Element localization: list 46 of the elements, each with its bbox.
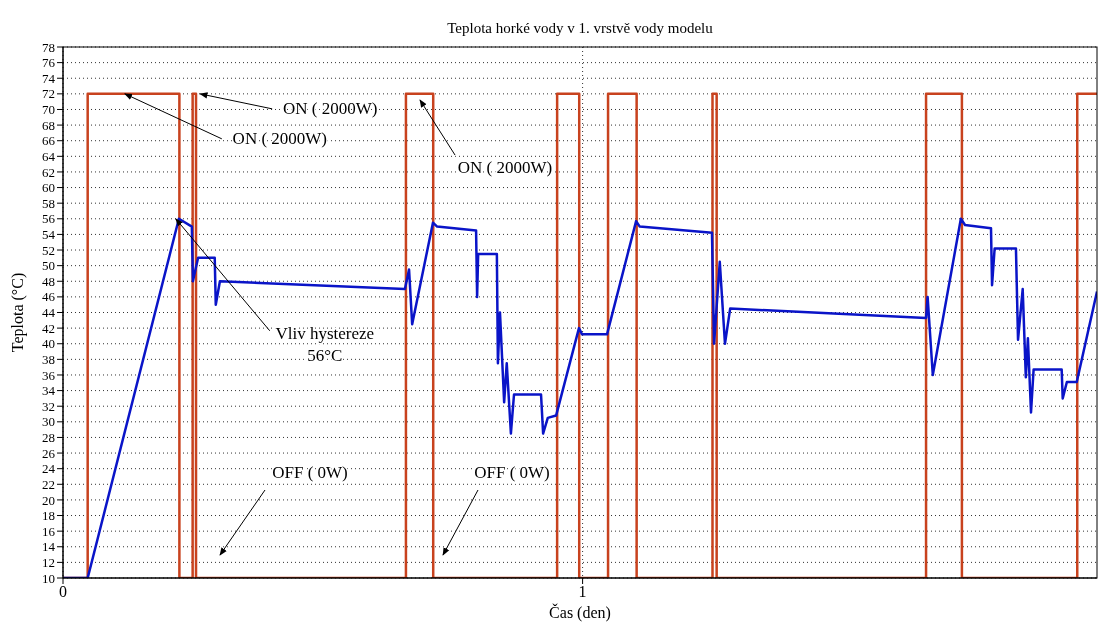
y-tick-label: 64 [42,148,56,164]
y-tick-label: 18 [42,508,55,524]
y-tick-label: 50 [42,258,55,274]
y-axis-title: Teplota (°C) [8,272,27,353]
y-tick-label: 74 [42,70,56,86]
annotation: OFF ( 0W) [474,463,550,482]
y-tick-label: 28 [42,430,55,446]
annotation: ON ( 2000W) [282,98,378,118]
y-tick-label: 32 [42,398,55,414]
y-tick-label: 46 [42,289,56,305]
y-tick-label: 30 [42,414,55,430]
y-tick-label: 78 [42,39,55,55]
y-tick-label: 66 [42,133,56,149]
y-tick-label: 42 [42,320,55,336]
y-tick-label: 20 [42,492,55,508]
annotation: Vliv hystereze 56°C [275,323,375,365]
y-tick-label: 44 [42,305,56,321]
y-tick-label: 52 [42,242,55,258]
x-tick-label: 0 [59,583,67,601]
y-tick-label: 40 [42,336,55,352]
chart-title: Teplota horké vody v 1. vrstvě vody modelu [446,20,714,37]
y-tick-label: 26 [42,445,56,461]
y-tick-label: 68 [42,117,55,133]
y-tick-label: 24 [42,461,56,477]
y-tick-label: 12 [42,555,55,570]
y-tick-label: 58 [42,195,55,211]
y-tick-label: 38 [42,351,55,367]
y-tick-label: 10 [42,570,55,586]
y-tick-label: 36 [42,367,56,383]
y-tick-label: 60 [42,180,55,196]
y-tick-label: 14 [42,539,56,555]
y-tick-label: 22 [42,476,55,492]
y-tick-label: 16 [42,523,56,539]
y-tick-label: 62 [42,164,55,180]
y-tick-label: 48 [42,273,55,289]
y-tick-label: 76 [42,55,56,71]
y-tick-label: 70 [42,102,55,118]
y-tick-label: 72 [42,86,55,102]
x-tick-label: 1 [578,583,587,601]
y-tick-label: 54 [42,227,56,243]
annotation: ON ( 2000W) [232,128,328,148]
y-tick-label: 56 [42,211,56,227]
annotation: OFF ( 0W) [272,463,348,482]
x-axis-title: Čas (den) [549,603,611,622]
annotation: ON ( 2000W) [457,158,553,177]
y-tick-label: 34 [42,383,56,399]
